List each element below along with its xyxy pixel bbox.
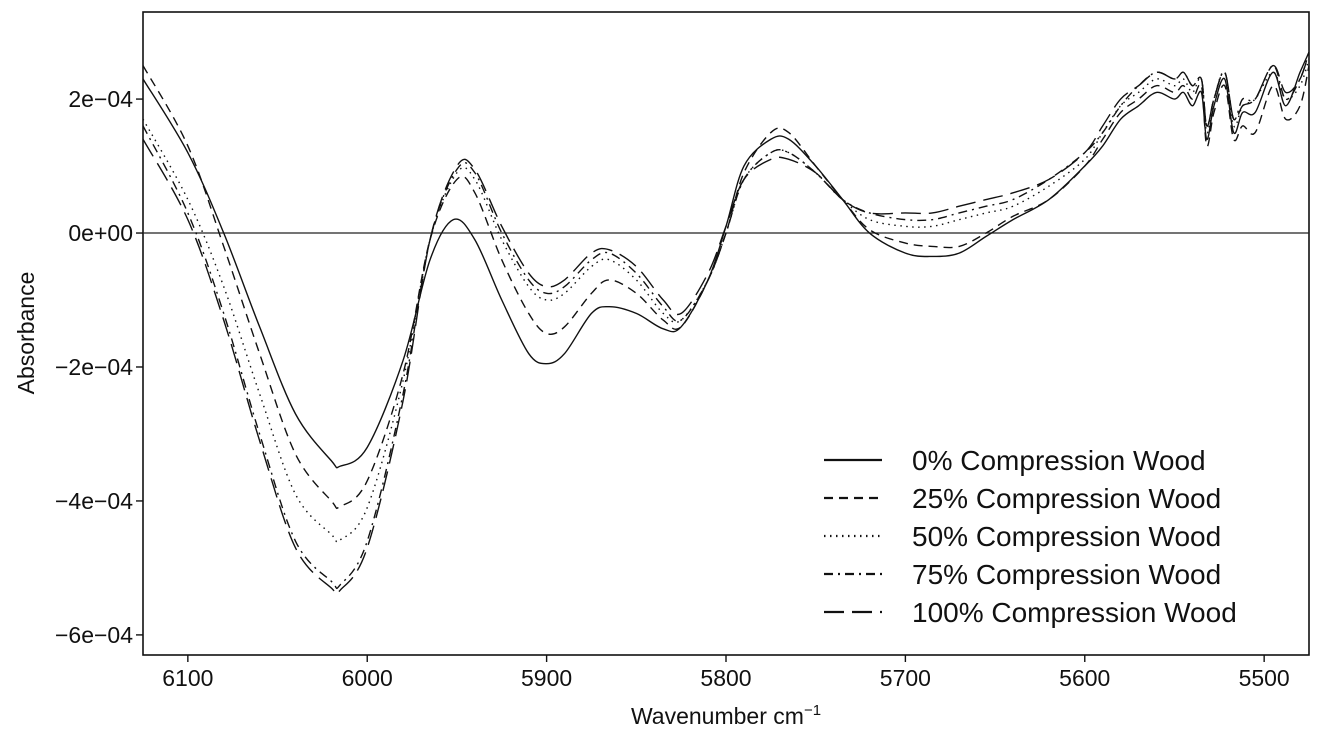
legend: 0% Compression Wood 25% Compression Wood 5… [824,445,1237,628]
y-tick-label: −4e−04 [55,488,133,514]
x-axis-label: Wavenumber cm−1 [631,702,821,729]
x-tick-label: 5700 [880,665,931,691]
x-tick-label: 5900 [521,665,572,691]
legend-label-1: 25% Compression Wood [912,483,1221,514]
legend-label-3: 75% Compression Wood [912,559,1221,590]
x-tick-label: 6100 [162,665,213,691]
x-axis-label-superscript: −1 [804,702,821,719]
legend-label-2: 50% Compression Wood [912,521,1221,552]
y-tick-label: −6e−04 [55,622,133,648]
x-axis-ticks: 6100 6000 5900 5800 5700 5600 5500 [162,655,1290,691]
legend-label-4: 100% Compression Wood [912,597,1237,628]
y-axis-ticks: 2e−04 0e+00 −2e−04 −4e−04 −6e−04 [55,86,143,648]
series-lines [143,51,1309,595]
series-line-4 [143,51,1309,595]
x-tick-label: 5500 [1239,665,1290,691]
legend-label-0: 0% Compression Wood [912,445,1206,476]
y-tick-label: 0e+00 [68,220,133,246]
x-tick-label: 6000 [342,665,393,691]
y-tick-label: 2e−04 [68,86,133,112]
series-line-1 [143,65,1309,510]
y-tick-label: −2e−04 [55,354,133,380]
x-tick-label: 5600 [1059,665,1110,691]
series-line-0 [143,51,1309,469]
x-tick-label: 5800 [700,665,751,691]
y-axis-label: Absorbance [13,272,39,395]
series-line-3 [143,51,1309,590]
